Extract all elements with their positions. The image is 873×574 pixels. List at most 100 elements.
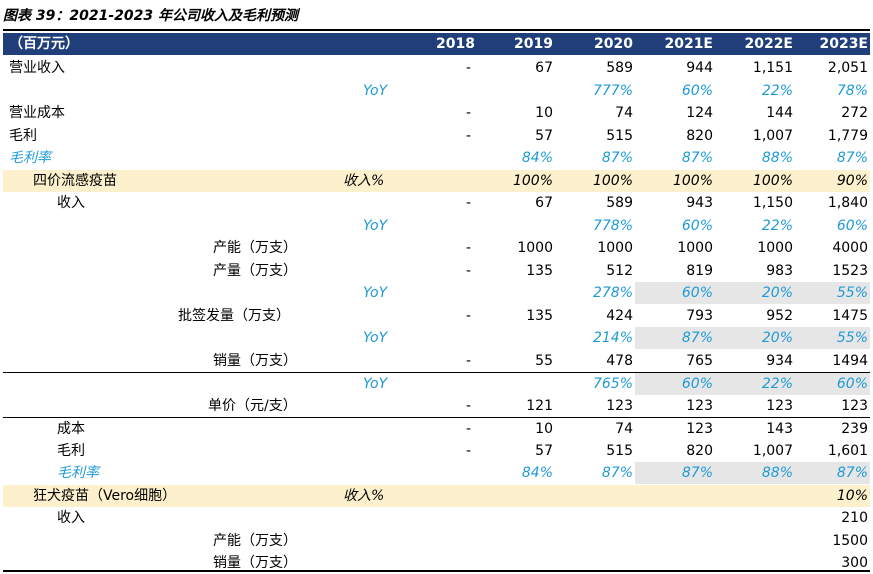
row-value: 67 [535,195,553,211]
row-value: 60% [681,217,713,234]
row-value: 515 [606,127,633,144]
header-2022e: 2022E [744,36,793,52]
row-value: 778% [592,217,633,234]
row-value [395,327,477,349]
table-header: （百万元） 2018 2019 2020 2021E 2022E 2023E [3,33,870,55]
row-value: 74 [615,421,633,437]
row-value: 1000 [677,240,713,256]
row-value: 100% [512,172,553,189]
row-value: 123 [841,397,868,414]
table-row: 销量（万支） - 55 478 765 934 1494 [3,350,870,372]
row-value: 765 [686,352,713,369]
row-label: 毛利 [57,442,85,459]
row-value: 944 [686,60,713,76]
table-row: YoY 778% 60% 22% 60% [3,215,870,237]
row-label: 营业成本 [9,105,65,121]
row-value: 87% [836,150,868,166]
row-value: 1500 [832,532,868,549]
row-value: - [465,352,471,369]
table-bottom-rule [3,570,870,572]
row-label: 销量（万支） [213,555,297,571]
row-value: 87% [635,462,715,484]
row-value: - [465,240,471,256]
row-label: 四价流感疫苗 [33,172,117,189]
row-value: - [465,307,471,324]
row-value [555,530,635,552]
row-value: 10% [836,487,868,504]
row-label: 产能（万支） [213,532,297,549]
table-row: 狂犬疫苗（Vero细胞） 收入% 10% [3,484,870,507]
row-value: 60% [635,282,715,304]
row-value: 67 [535,60,553,76]
row-value [395,462,477,484]
row-value: 123 [686,397,713,414]
row-value: 60% [635,373,715,395]
row-value: 1,151 [752,60,793,76]
row-value: 1,007 [752,442,793,459]
row-value: 983 [766,262,793,279]
row-value: 765% [592,376,633,392]
row-value: 478 [606,352,633,369]
row-value: 943 [686,195,713,211]
row-value: 239 [841,421,868,437]
row-value: - [465,195,471,211]
table-row: 批签发量（万支） - 135 424 793 952 1475 [3,305,870,327]
row-value: 84% [521,150,553,166]
row-value: 78% [836,82,868,99]
row-label: 营业收入 [9,60,65,76]
row-value [395,170,477,192]
row-label: 单价（元/支） [208,397,297,414]
row-value [715,507,795,529]
row-value: 1523 [832,262,868,279]
table-row: 收入 210 [3,507,870,529]
row-value: 22% [761,217,793,234]
chart-title: 图表 39：2021-2023 年公司收入及毛利预测 [3,3,870,31]
row-value: 820 [686,127,713,144]
row-label: 成本 [57,421,85,437]
row-value: - [465,421,471,437]
row-value: - [465,105,471,121]
table-row: YoY 777% 60% 22% 78% [3,80,870,102]
row-value: 793 [686,307,713,324]
row-label: 收入 [57,510,85,526]
row-label: YoY [363,217,388,234]
row-value: 10 [535,105,553,121]
row-value [715,485,795,507]
row-value: 10 [535,421,553,437]
header-unit: （百万元） [9,36,79,52]
table-row: 产能（万支） 1500 [3,530,870,552]
row-value [635,507,715,529]
row-value: 515 [606,442,633,459]
row-value [395,373,477,395]
row-label: 产量（万支） [213,262,297,279]
row-value: 1475 [832,307,868,324]
row-value [715,530,795,552]
row-value [477,80,555,102]
row-value [635,530,715,552]
row-value: 124 [686,105,713,121]
table-row: 成本 - 10 74 123 143 239 [3,417,870,440]
row-value: 589 [606,195,633,211]
row-label: 毛利率 [9,150,51,166]
row-value: 1000 [517,240,553,256]
row-value: 60% [836,217,868,234]
row-value: 74 [615,105,633,121]
table-row: 毛利率 84% 87% 87% 88% 87% [3,147,870,169]
row-value: - [465,442,471,459]
row-value: 214% [592,330,633,346]
table-row: 毛利 - 57 515 820 1,007 1,779 [3,125,870,147]
row-value [477,282,555,304]
row-value: 1,150 [752,195,793,211]
row-value: 820 [686,442,713,459]
row-value: 777% [592,82,633,99]
row-value: 100% [752,172,793,189]
row-value [395,147,477,169]
row-value [395,485,477,507]
row-value: 87% [635,327,715,349]
row-value: 88% [761,150,793,166]
row-value [477,485,555,507]
row-value [395,215,477,237]
row-value: 87% [601,150,633,166]
row-value: 84% [521,465,553,481]
row-value [635,485,715,507]
